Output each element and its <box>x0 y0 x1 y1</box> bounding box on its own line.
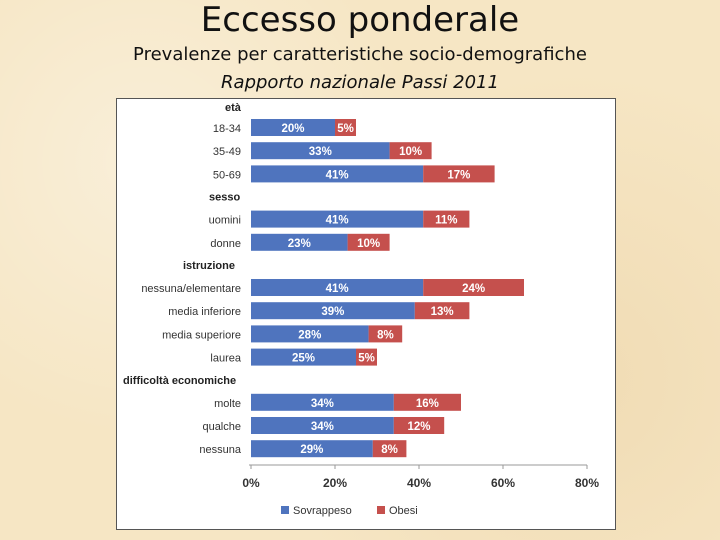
legend-swatch-obesi <box>377 506 385 514</box>
category-label: 35-49 <box>213 146 241 158</box>
bar-obesi <box>423 165 495 183</box>
bar-sovrappeso <box>251 348 356 366</box>
category-label: 50-69 <box>213 169 241 181</box>
data-label-sovrappeso: 41% <box>326 215 349 227</box>
bar-obesi <box>389 142 432 160</box>
data-label-sovrappeso: 23% <box>288 238 311 250</box>
category-label: qualche <box>202 421 241 433</box>
bar-sovrappeso <box>251 142 390 160</box>
legend-label-sovrappeso: Sovrappeso <box>293 505 352 517</box>
data-label-obesi: 12% <box>407 421 430 433</box>
bar-sovrappeso <box>251 210 424 228</box>
data-label-sovrappeso: 28% <box>298 329 321 341</box>
data-label-sovrappeso: 39% <box>321 306 344 318</box>
x-tick-label: 80% <box>575 476 599 490</box>
bar-obesi <box>393 417 445 434</box>
bar-sovrappeso <box>251 119 335 136</box>
legend-label-obesi: Obesi <box>389 505 418 517</box>
data-label-obesi: 5% <box>358 353 375 365</box>
data-label-sovrappeso: 33% <box>309 146 332 158</box>
bar-sovrappeso <box>251 417 394 434</box>
bar-sovrappeso <box>251 302 415 320</box>
stacked-bar-chart: età 18-34 20% 5% 35-49 33% 10% 50-69 41% 17% sesso… <box>123 102 599 517</box>
slide-source: Rapporto nazionale Passi 2011 <box>221 72 499 93</box>
category-label: uomini <box>209 215 241 227</box>
bar-obesi <box>423 279 524 296</box>
bar-sovrappeso <box>251 440 373 458</box>
slide-title: Eccesso ponderale <box>200 0 520 40</box>
bar-sovrappeso <box>251 325 369 343</box>
data-label-obesi: 5% <box>337 123 354 135</box>
bar-obesi <box>368 325 403 343</box>
category-label: laurea <box>210 353 241 365</box>
data-label-obesi: 11% <box>435 215 457 227</box>
bar-sovrappeso <box>251 279 424 296</box>
bar-obesi <box>347 233 390 251</box>
bar-obesi <box>335 119 356 136</box>
bar-obesi <box>393 393 461 411</box>
x-tick-label: 60% <box>491 476 515 490</box>
category-label: molte <box>214 398 241 410</box>
category-label: donne <box>210 238 241 250</box>
slide-subtitle: Prevalenze per caratteristiche socio-dem… <box>133 44 587 65</box>
legend-swatch-sovrappeso <box>281 506 289 514</box>
group-header: difficoltà economiche <box>123 375 236 387</box>
data-label-sovrappeso: 25% <box>292 353 315 365</box>
category-label: nessuna/elementare <box>141 283 241 295</box>
data-label-sovrappeso: 29% <box>300 444 323 456</box>
data-label-obesi: 16% <box>416 398 439 410</box>
bar-sovrappeso <box>251 165 424 183</box>
x-tick-label: 0% <box>242 476 260 490</box>
data-label-sovrappeso: 34% <box>311 421 334 433</box>
category-label: media superiore <box>162 329 241 341</box>
bar-obesi <box>372 440 407 458</box>
x-tick-label: 20% <box>323 476 347 490</box>
bar-obesi <box>414 302 470 320</box>
category-label: media inferiore <box>168 306 241 318</box>
bar-obesi <box>423 210 470 228</box>
category-label: nessuna <box>199 444 241 456</box>
chart-container: età 18-34 20% 5% 35-49 33% 10% 50-69 41% 17% sesso… <box>116 98 616 530</box>
data-label-obesi: 8% <box>381 444 398 456</box>
data-label-obesi: 8% <box>377 329 394 341</box>
x-tick-label: 40% <box>407 476 431 490</box>
data-label-obesi: 13% <box>431 306 454 318</box>
category-label: 18-34 <box>213 123 241 135</box>
data-label-sovrappeso: 20% <box>281 123 304 135</box>
data-label-obesi: 10% <box>357 238 380 250</box>
data-label-obesi: 10% <box>399 146 422 158</box>
group-header: istruzione <box>183 260 235 272</box>
bar-obesi <box>356 348 377 366</box>
data-label-sovrappeso: 41% <box>326 283 349 295</box>
data-label-obesi: 24% <box>462 283 485 295</box>
group-header: età <box>225 102 242 114</box>
bar-sovrappeso <box>251 233 348 251</box>
data-label-sovrappeso: 34% <box>311 398 334 410</box>
data-label-sovrappeso: 41% <box>326 169 349 181</box>
data-label-obesi: 17% <box>447 169 470 181</box>
group-header: sesso <box>209 192 240 204</box>
bar-sovrappeso <box>251 393 394 411</box>
